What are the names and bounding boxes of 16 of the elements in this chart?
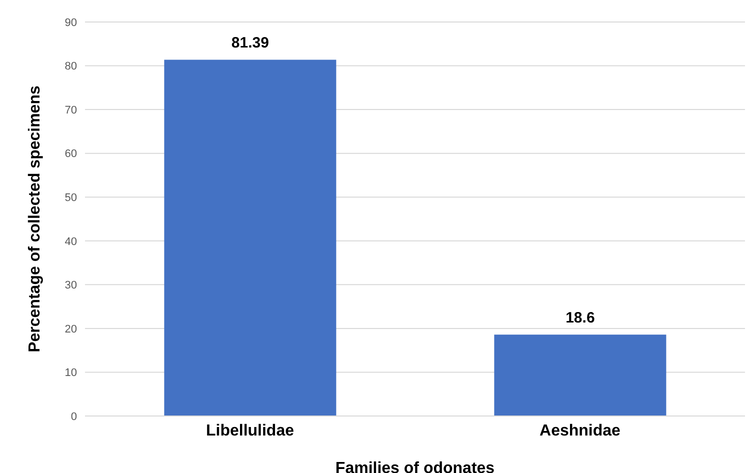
x-tick-label: Aeshnidae: [540, 422, 621, 440]
y-tick-label: 0: [70, 410, 77, 423]
y-tick-label: 80: [64, 60, 77, 73]
y-tick-label: 10: [64, 367, 77, 380]
y-tick-label: 40: [64, 236, 77, 248]
data-label: 18.6: [566, 310, 595, 327]
data-label: 81.39: [231, 34, 269, 52]
x-tick-label: Libellulidae: [206, 422, 294, 440]
y-tick-label: 30: [64, 280, 77, 292]
y-tick-label: 70: [64, 104, 77, 116]
y-axis-title: Percentage of collected specimens: [26, 86, 44, 352]
y-tick-label: 60: [64, 148, 77, 160]
y-tick-label: 50: [64, 192, 77, 204]
y-tick-label: 90: [64, 16, 77, 29]
x-axis-title: Families of odonates: [335, 460, 495, 473]
y-tick-label: 20: [64, 323, 77, 336]
